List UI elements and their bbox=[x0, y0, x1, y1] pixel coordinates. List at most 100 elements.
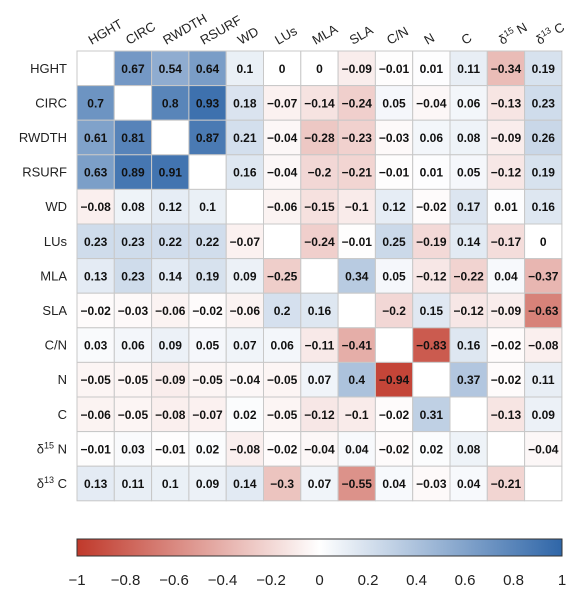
cell-value: 0.26 bbox=[532, 131, 556, 145]
colorbar-tick-label: −1 bbox=[68, 572, 85, 589]
colorbar-tick-label: 0.8 bbox=[503, 572, 524, 589]
heatmap-cell bbox=[449, 361, 488, 398]
heatmap-cell bbox=[225, 292, 264, 329]
cell-value: 0.1 bbox=[162, 477, 179, 491]
heatmap-cell bbox=[300, 361, 339, 398]
heatmap-cell bbox=[76, 188, 115, 225]
cell-value: 0.13 bbox=[84, 477, 108, 491]
heatmap-cell bbox=[225, 188, 264, 225]
cell-value: −0.14 bbox=[304, 96, 335, 110]
row-label-lus: LUs bbox=[44, 234, 68, 249]
cell-value: −0.02 bbox=[267, 442, 298, 456]
heatmap-cell bbox=[374, 396, 414, 433]
cell-value: −0.41 bbox=[342, 339, 373, 353]
cell-value: −0.63 bbox=[528, 304, 559, 318]
heatmap-cell bbox=[337, 361, 376, 398]
column-label-sla: SLA bbox=[347, 22, 376, 47]
row-label-c-n: C/N bbox=[45, 338, 67, 353]
heatmap-cell bbox=[524, 465, 563, 502]
colorbar-tick-label: −0.2 bbox=[256, 572, 286, 589]
heatmap-cell bbox=[412, 361, 451, 398]
column-label-c: C bbox=[459, 30, 475, 48]
heatmap-cell bbox=[486, 50, 526, 87]
cell-value: −0.12 bbox=[453, 304, 484, 318]
cell-value: −0.03 bbox=[379, 131, 410, 145]
row-label-c: C bbox=[58, 407, 67, 422]
cell-value: 0.13 bbox=[84, 269, 108, 283]
cell-value: −0.25 bbox=[267, 269, 298, 283]
cell-value: 0.08 bbox=[457, 131, 481, 145]
heatmap-cell bbox=[524, 258, 563, 294]
cell-value: 0.06 bbox=[270, 339, 294, 353]
heatmap-cell bbox=[76, 258, 115, 294]
cell-value: −0.05 bbox=[80, 373, 111, 387]
cell-value: 0.16 bbox=[233, 166, 257, 180]
heatmap-cell bbox=[486, 258, 526, 294]
column-label-c-n: C/N bbox=[384, 23, 411, 47]
cell-value: 0.07 bbox=[233, 339, 257, 353]
cell-value: 0.03 bbox=[121, 442, 145, 456]
cell-value: 0.14 bbox=[233, 477, 257, 491]
heatmap-cell bbox=[524, 431, 563, 467]
cell-value: −0.17 bbox=[491, 235, 522, 249]
cell-value: 0.06 bbox=[457, 96, 481, 110]
cell-value: −0.05 bbox=[192, 373, 223, 387]
cell-value: 0.14 bbox=[457, 235, 481, 249]
heatmap-cell bbox=[113, 223, 153, 260]
heatmap-cell bbox=[374, 431, 414, 467]
heatmap-cell bbox=[449, 154, 488, 190]
cell-value: 0.37 bbox=[457, 373, 481, 387]
cell-value: 0.18 bbox=[233, 96, 257, 110]
cell-value: −0.55 bbox=[342, 477, 373, 491]
cell-value: 0.11 bbox=[122, 477, 145, 491]
heatmap-cell bbox=[412, 292, 451, 329]
heatmap-cell bbox=[524, 119, 563, 156]
heatmap-cell bbox=[263, 85, 302, 121]
cell-value: −0.12 bbox=[416, 269, 447, 283]
cell-value: 0.21 bbox=[233, 131, 257, 145]
cell-value: 0.15 bbox=[420, 304, 444, 318]
heatmap-cell bbox=[449, 431, 488, 467]
heatmap-cell bbox=[486, 223, 526, 260]
cell-value: −0.04 bbox=[267, 131, 298, 145]
heatmap-cell bbox=[449, 188, 488, 225]
colorbar-tick-label: −0.4 bbox=[208, 572, 238, 589]
heatmap-cell bbox=[412, 85, 451, 121]
cell-value: 0.09 bbox=[159, 339, 183, 353]
heatmap-cell bbox=[449, 119, 488, 156]
column-label-mla: MLA bbox=[309, 21, 340, 48]
cell-value: −0.09 bbox=[491, 131, 522, 145]
row-label-circ: CIRC bbox=[35, 95, 67, 110]
heatmap-cell bbox=[337, 431, 376, 467]
heatmap-cell bbox=[486, 154, 526, 190]
cell-value: 0.8 bbox=[162, 96, 179, 110]
heatmap-cell bbox=[263, 361, 302, 398]
cell-value: 0.05 bbox=[457, 166, 481, 180]
heatmap-cell bbox=[225, 119, 264, 156]
column-label-13-c: δ13 C bbox=[533, 19, 567, 48]
cell-value: −0.1 bbox=[345, 200, 369, 214]
cell-value: 0.31 bbox=[420, 408, 444, 422]
cell-value: 0.02 bbox=[196, 442, 220, 456]
heatmap-cell bbox=[151, 154, 190, 190]
heatmap-cell bbox=[300, 431, 339, 467]
cell-value: 0.12 bbox=[159, 200, 183, 214]
cell-value: 0.04 bbox=[382, 477, 406, 491]
cell-value: 0.1 bbox=[237, 62, 254, 76]
cell-value: −0.11 bbox=[305, 339, 335, 353]
cell-value: 0.11 bbox=[457, 62, 480, 76]
cell-value: −0.08 bbox=[528, 339, 559, 353]
heatmap-cell bbox=[300, 154, 339, 190]
cell-value: −0.09 bbox=[491, 304, 522, 318]
row-label-sla: SLA bbox=[42, 303, 67, 318]
heatmap-cell bbox=[188, 327, 227, 363]
cell-value: −0.04 bbox=[528, 442, 559, 456]
cell-value: 0.25 bbox=[382, 235, 406, 249]
cell-value: 0.06 bbox=[420, 131, 444, 145]
cell-value: −0.03 bbox=[118, 304, 149, 318]
cell-value: −0.22 bbox=[453, 269, 484, 283]
cell-value: 0.06 bbox=[121, 339, 145, 353]
